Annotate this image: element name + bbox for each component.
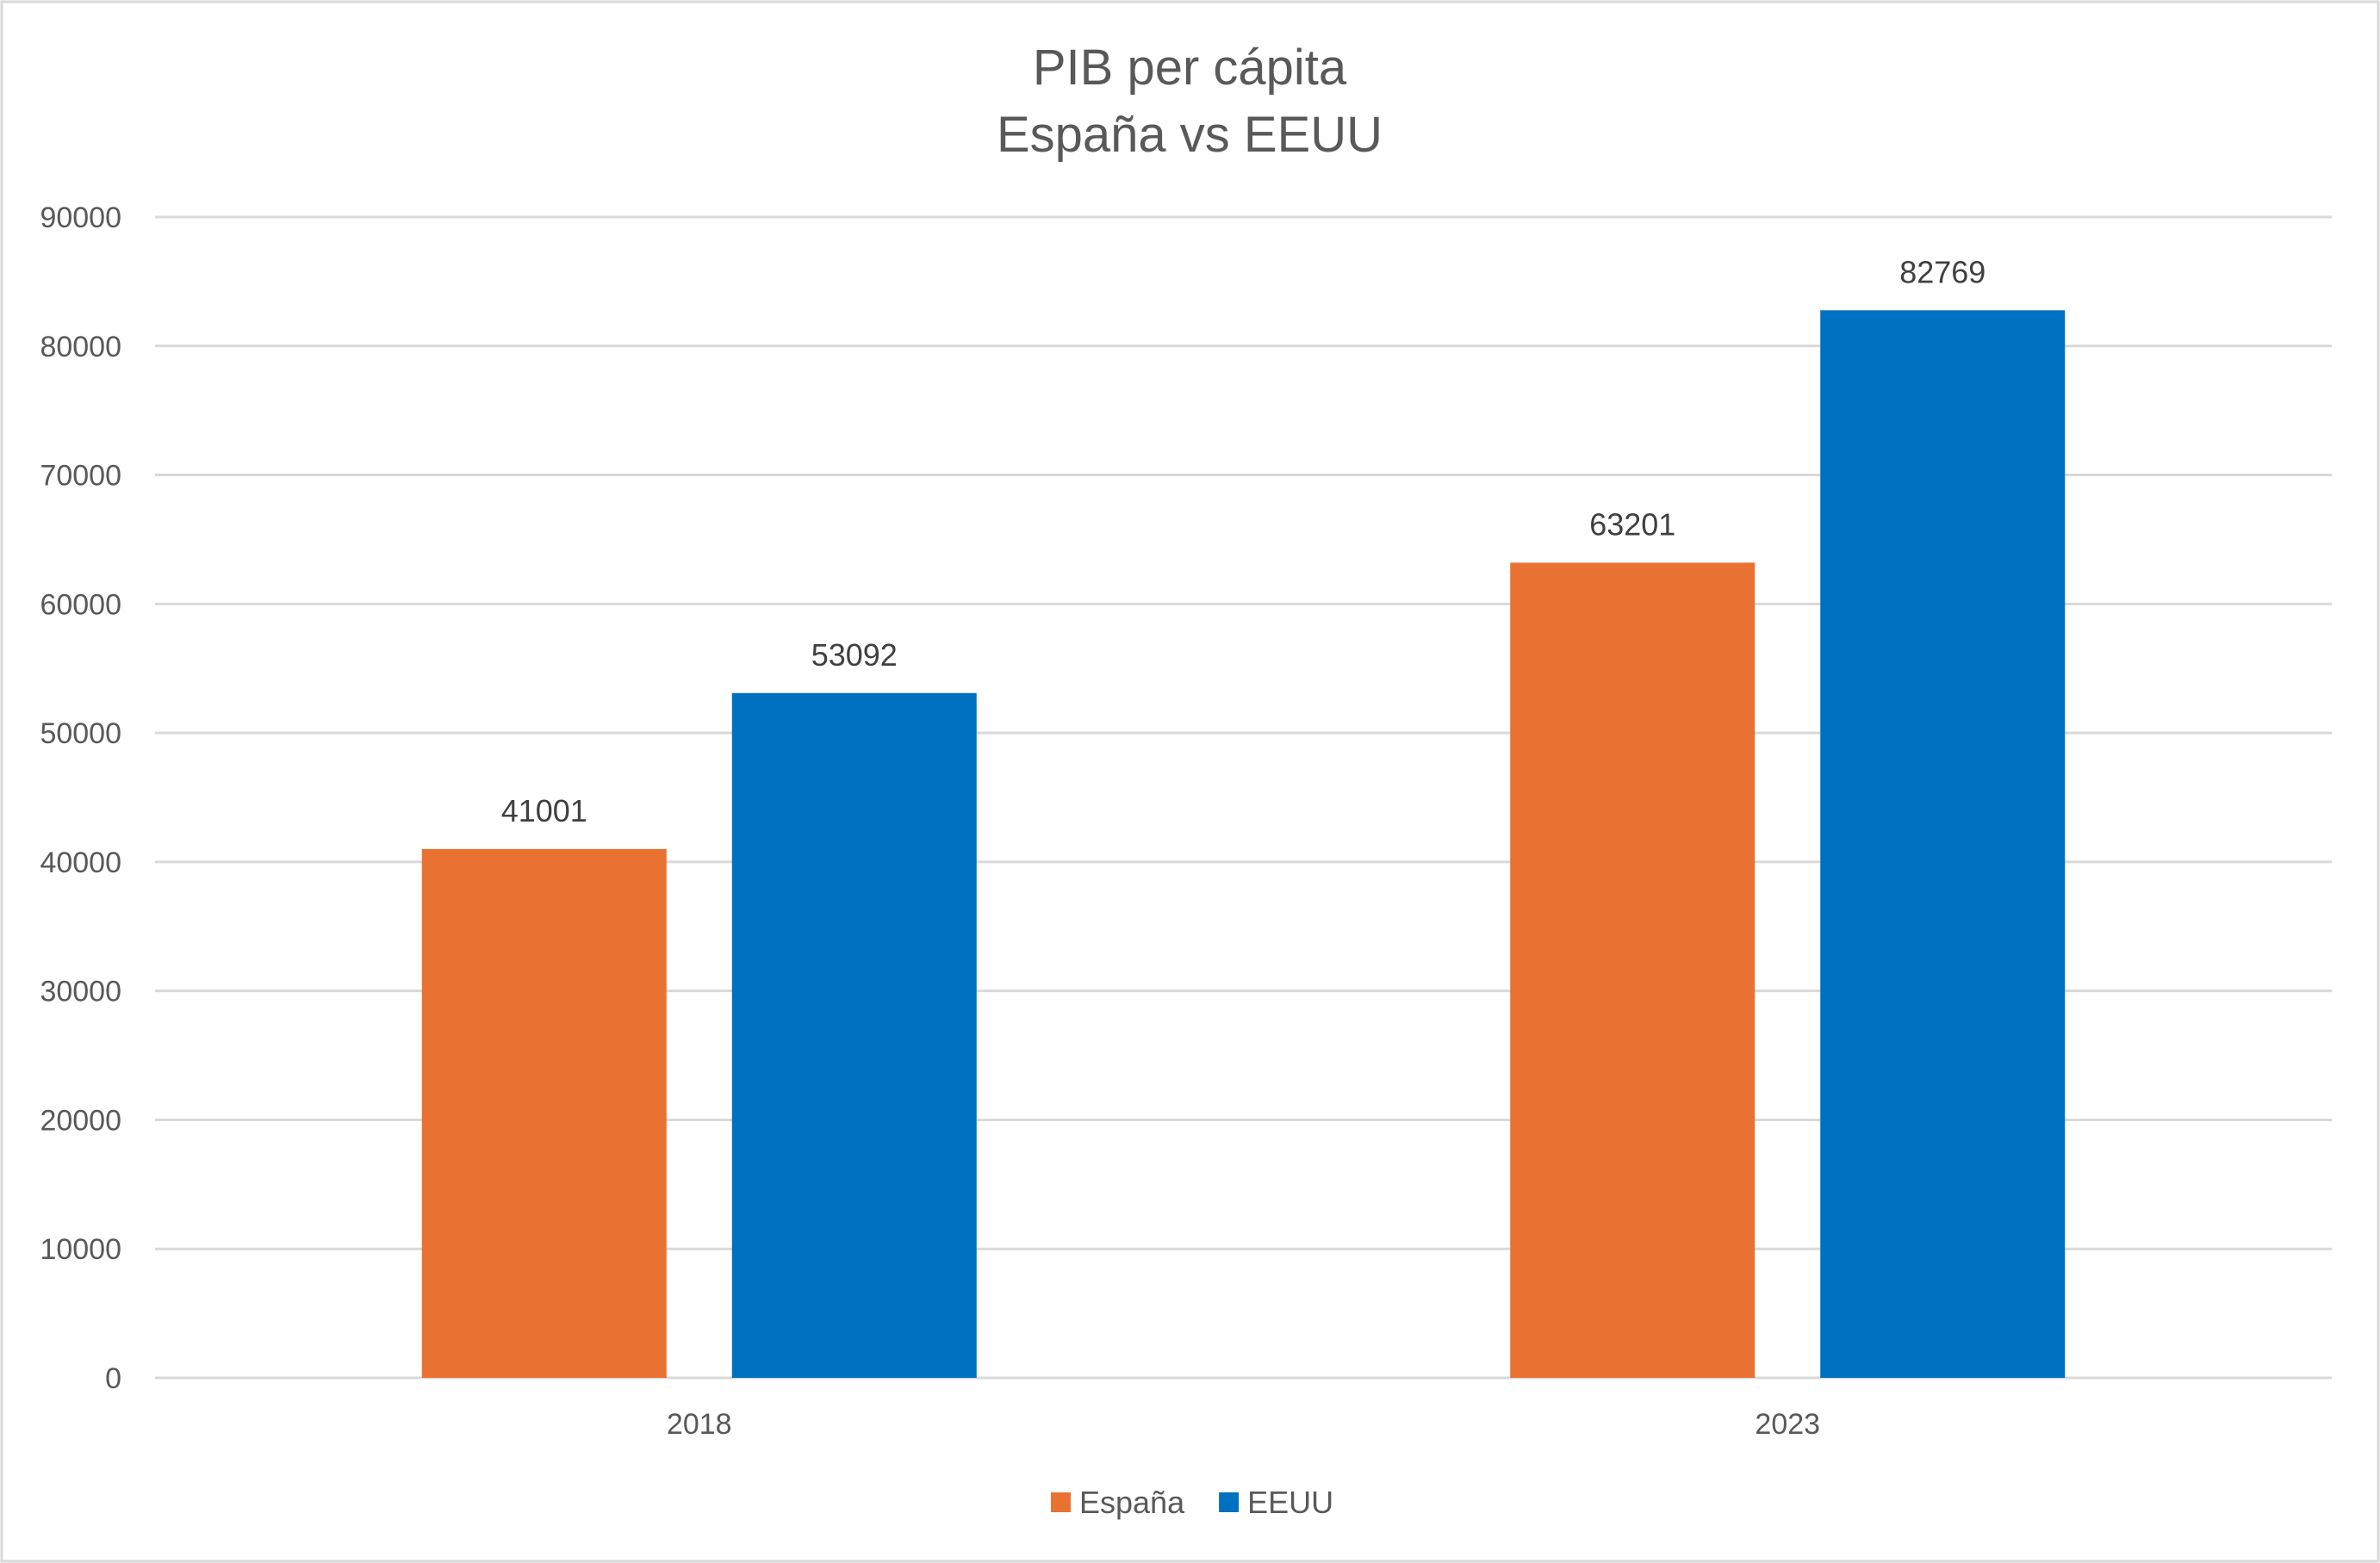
- bar-EEUU-2018: [731, 692, 977, 1378]
- x-tick-label: 2023: [1755, 1408, 1820, 1441]
- y-tick-label: 20000: [40, 1104, 121, 1137]
- y-tick-label: 30000: [40, 976, 121, 1008]
- chart-title-line-2: España vs EEUU: [997, 107, 1383, 163]
- data-label: 63201: [1589, 506, 1675, 542]
- legend-label: EEUU: [1247, 1485, 1333, 1520]
- bar-España-2023: [1510, 562, 1755, 1378]
- y-tick-label: 40000: [40, 847, 121, 879]
- y-tick-label: 70000: [40, 460, 121, 493]
- chart-title-line-1: PIB per cápita: [1033, 40, 1347, 96]
- y-tick-label: 80000: [40, 331, 121, 363]
- y-tick-label: 90000: [40, 202, 121, 234]
- x-tick-label: 2018: [667, 1408, 732, 1441]
- legend-swatch: [1051, 1492, 1071, 1512]
- y-tick-label: 50000: [40, 717, 121, 750]
- data-label: 41001: [501, 793, 587, 828]
- data-label: 82769: [1899, 254, 1985, 289]
- y-tick-label: 10000: [40, 1233, 121, 1266]
- bar-EEUU-2023: [1820, 310, 2066, 1378]
- data-label: 53092: [811, 637, 898, 673]
- y-tick-label: 60000: [40, 588, 121, 621]
- y-tick-label: 0: [105, 1362, 121, 1395]
- legend-swatch: [1219, 1492, 1240, 1512]
- legend-label: España: [1079, 1485, 1185, 1520]
- bar-España-2018: [421, 848, 667, 1378]
